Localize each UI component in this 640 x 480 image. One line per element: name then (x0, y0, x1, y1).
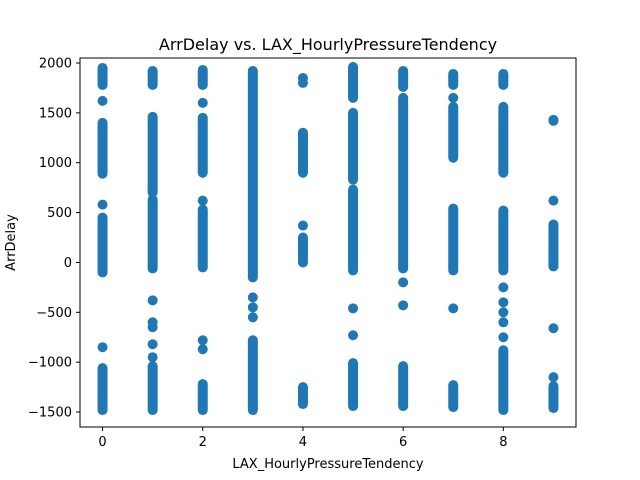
data-point (147, 352, 158, 363)
data-point (297, 220, 308, 231)
data-points (97, 61, 559, 416)
data-point (448, 303, 459, 314)
data-point (197, 335, 208, 346)
data-point (147, 339, 158, 350)
y-tick-label: 1500 (39, 106, 72, 121)
data-point (197, 97, 208, 108)
data-point (247, 302, 258, 313)
data-point (548, 323, 559, 334)
data-point (147, 182, 158, 193)
data-point (498, 297, 509, 308)
data-point (498, 282, 509, 293)
y-tick-label: −500 (36, 306, 72, 321)
x-axis: 0 2 4 6 8 (98, 427, 507, 450)
y-tick-label: 1000 (39, 156, 72, 171)
y-tick-label: 0 (64, 256, 72, 271)
plot-area-frame (79, 57, 577, 428)
data-point (348, 303, 359, 314)
data-point (448, 92, 459, 103)
x-tick-label: 6 (399, 435, 407, 450)
data-point (297, 72, 308, 83)
y-tick-label: 500 (47, 206, 72, 221)
data-point (197, 344, 208, 355)
data-point (348, 330, 359, 341)
data-point (97, 342, 108, 353)
data-point (498, 317, 509, 328)
y-axis: −1500 −1000 −500 0 500 1000 1500 2000 (28, 56, 80, 421)
y-axis-label: ArrDelay (4, 214, 19, 271)
chart-title: ArrDelay vs. LAX_HourlyPressureTendency (159, 35, 497, 55)
data-point (97, 95, 108, 106)
data-point (247, 292, 258, 303)
y-tick-label: −1000 (28, 356, 72, 371)
data-point (548, 372, 559, 383)
data-point (548, 195, 559, 206)
x-tick-label: 0 (98, 435, 106, 450)
data-point (147, 317, 158, 328)
data-point (247, 312, 258, 323)
data-point (147, 295, 158, 306)
x-tick-label: 2 (199, 435, 207, 450)
x-tick-label: 8 (499, 435, 507, 450)
y-tick-label: −1500 (28, 406, 72, 421)
x-tick-label: 4 (299, 435, 307, 450)
y-tick-label: 2000 (39, 56, 72, 71)
data-point (398, 300, 409, 311)
data-point (97, 199, 108, 210)
data-point (197, 195, 208, 206)
data-point (498, 307, 509, 318)
x-axis-label: LAX_HourlyPressureTendency (232, 457, 424, 472)
data-point (498, 332, 509, 343)
data-point (297, 247, 308, 258)
data-point (398, 277, 409, 288)
data-point (548, 114, 559, 125)
